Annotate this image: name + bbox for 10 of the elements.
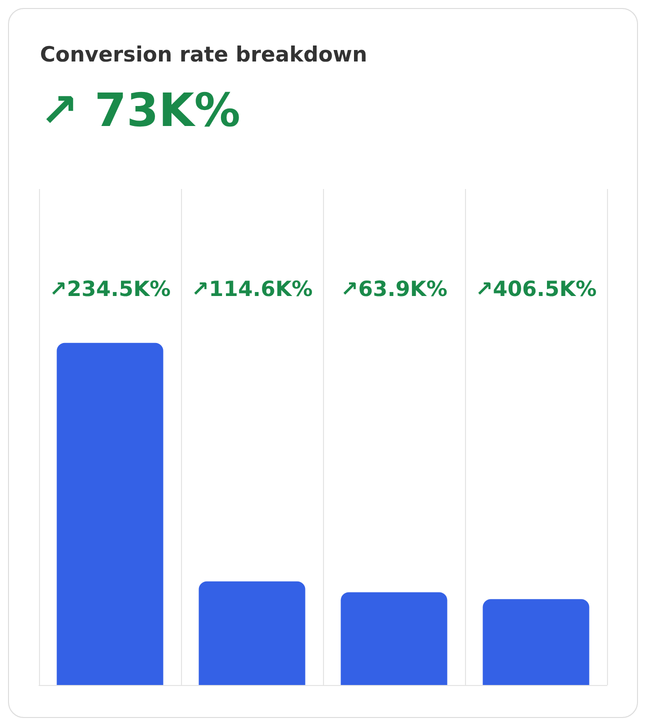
text: ↗406.5K% — [475, 277, 597, 301]
text: ↗63.9K% — [340, 277, 448, 301]
bar — [340, 592, 448, 685]
chart-subtitle: ↗ 73K% — [40, 83, 240, 137]
chart-title: Conversion rate breakdown — [40, 42, 368, 66]
bar — [198, 581, 306, 685]
bar — [56, 342, 164, 685]
bar — [482, 599, 590, 685]
text: ↗114.6K% — [191, 277, 313, 301]
text: ↗234.5K% — [49, 277, 171, 301]
